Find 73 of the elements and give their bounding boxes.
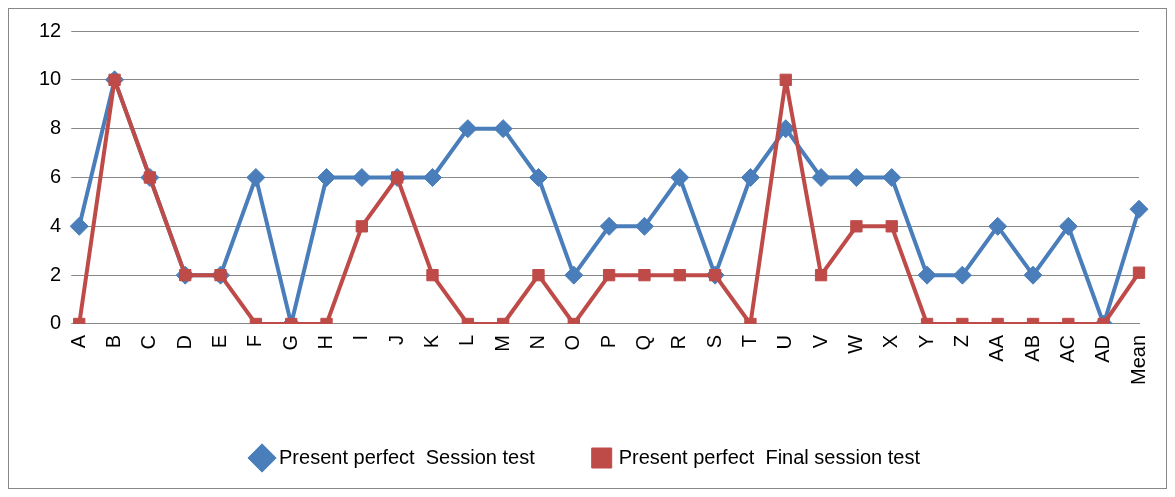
x-tick-label: AA: [985, 334, 1008, 362]
x-tick-label: A: [66, 334, 89, 349]
y-tick-label: 12: [39, 18, 62, 41]
x-tick-label: Y: [914, 334, 937, 349]
y-tick-label: 4: [50, 213, 62, 236]
point: [1129, 199, 1149, 219]
point: [1023, 265, 1043, 285]
point: [458, 119, 478, 139]
point: [811, 167, 831, 187]
x-tick-label: L: [455, 334, 478, 347]
x-tick-label: J: [384, 334, 407, 345]
point: [846, 167, 866, 187]
x-tick-label: AD: [1091, 334, 1114, 363]
point: [532, 268, 545, 282]
point: [850, 220, 863, 233]
point: [1132, 266, 1146, 279]
point: [352, 167, 372, 187]
x-tick-label: U: [773, 334, 796, 350]
x-tick-label: P: [596, 334, 619, 349]
point: [779, 73, 792, 86]
point: [1058, 216, 1078, 236]
y-tick-label: 10: [39, 67, 62, 90]
x-tick-label: R: [667, 334, 690, 350]
y-tick-label: 6: [50, 165, 62, 187]
point: [814, 268, 828, 282]
x-tick-label: H: [314, 334, 337, 350]
point: [599, 216, 619, 236]
x-tick-label: N: [525, 334, 548, 350]
point: [493, 119, 513, 139]
point: [528, 167, 548, 187]
x-tick-label: C: [137, 334, 160, 350]
x-tick-label: X: [879, 334, 902, 349]
point: [740, 167, 760, 187]
x-tick-label: K: [420, 334, 443, 349]
point: [317, 167, 337, 187]
point: [355, 220, 368, 233]
point: [673, 268, 686, 282]
x-tick-label: AB: [1020, 334, 1043, 362]
x-tick-label: G: [278, 334, 301, 351]
point: [426, 268, 439, 282]
x-tick-label: S: [702, 334, 725, 349]
x-tick-label: Z: [949, 334, 972, 348]
point: [634, 216, 654, 236]
point: [69, 216, 89, 236]
point: [885, 220, 898, 233]
point: [602, 268, 616, 282]
point: [423, 167, 442, 187]
x-tick-label: V: [808, 334, 831, 349]
point: [988, 216, 1008, 236]
point: [670, 167, 690, 187]
x-tick-label: D: [172, 334, 195, 350]
x-tick-label: I: [349, 334, 372, 341]
x-tick-label: Q: [631, 334, 654, 351]
point: [952, 265, 972, 285]
legend-label: Present perfect Final session test: [618, 445, 921, 468]
point: [882, 167, 902, 187]
x-tick-label: AC: [1055, 334, 1078, 363]
point: [917, 265, 937, 285]
y-tick-label: 0: [50, 311, 62, 334]
legend-label: Present perfect Session test: [279, 445, 536, 468]
point: [246, 167, 266, 187]
x-tick-label: T: [737, 334, 760, 348]
x-tick-label: W: [843, 334, 866, 354]
x-tick-label: F: [243, 334, 266, 348]
x-tick-label: O: [561, 334, 584, 351]
point: [564, 265, 584, 285]
y-tick-label: 2: [50, 262, 62, 285]
x-tick-label: E: [208, 334, 231, 349]
x-tick-label: Mean: [1126, 334, 1149, 385]
x-tick-label: M: [490, 334, 513, 352]
point: [638, 268, 651, 282]
y-tick-label: 8: [50, 116, 62, 139]
x-tick-label: B: [102, 334, 125, 349]
